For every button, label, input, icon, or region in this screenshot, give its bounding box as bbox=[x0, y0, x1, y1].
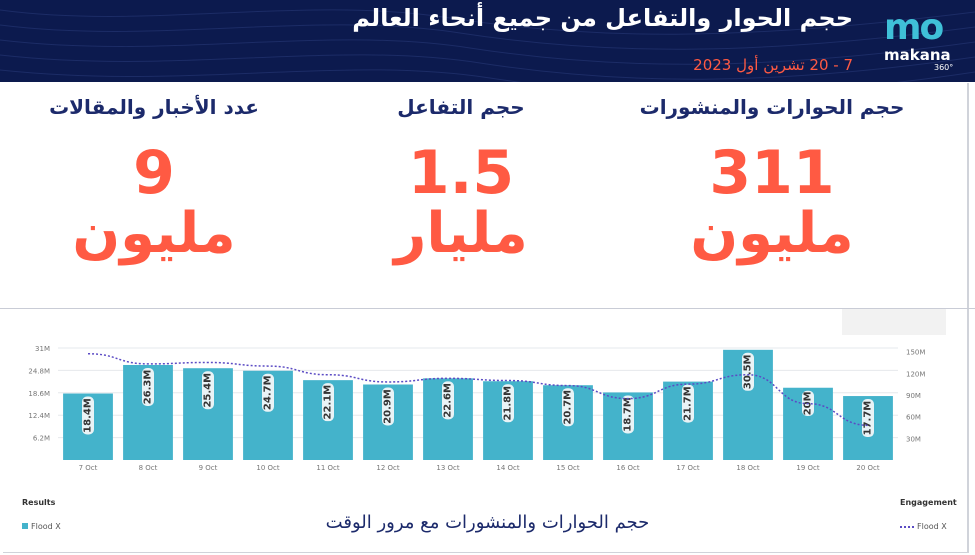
data-label-bg bbox=[862, 399, 874, 438]
kpi-title: حجم الحوارات والمنشورات bbox=[639, 95, 905, 119]
x-axis-tick: 20 Oct bbox=[856, 464, 879, 472]
kpi-conversations: حجم الحوارات والمنشورات 311 مليون bbox=[622, 92, 922, 264]
kpi-unit: مليون bbox=[690, 201, 854, 266]
header-background-pattern bbox=[0, 9, 975, 82]
chart-toolbar-placeholder bbox=[842, 309, 946, 335]
kpi-unit: مليار bbox=[394, 201, 528, 266]
left-axis-tick: 12.4M bbox=[28, 412, 50, 420]
right-axis-tick: 90M bbox=[906, 392, 921, 400]
date-range: 7 - 20 تشرين أول 2023 bbox=[693, 56, 853, 74]
legend-line-item[interactable]: Flood X bbox=[900, 522, 947, 531]
data-label: 20.7M bbox=[563, 390, 574, 425]
logo-name: makana bbox=[884, 46, 951, 64]
data-label-bg bbox=[502, 384, 514, 423]
data-label-bg bbox=[202, 371, 214, 410]
data-label: 20.9M bbox=[383, 389, 394, 424]
x-axis-tick: 10 Oct bbox=[256, 464, 279, 472]
chart-caption: حجم الحوارات والمنشورات مع مرور الوقت bbox=[325, 512, 650, 533]
x-axis-tick: 19 Oct bbox=[796, 464, 819, 472]
legend-right-title: Engagement bbox=[900, 498, 957, 507]
data-label: 26.3M bbox=[143, 370, 154, 405]
data-label: 24.7M bbox=[263, 375, 274, 410]
header-banner: حجم الحوار والتفاعل من جميع أنحاء العالم… bbox=[0, 0, 975, 82]
x-axis-tick: 11 Oct bbox=[316, 464, 339, 472]
data-label: 21.8M bbox=[503, 386, 514, 421]
data-label-bg bbox=[562, 388, 574, 427]
data-label-bg bbox=[322, 383, 334, 422]
kpi-news-articles: عدد الأخبار والمقالات 9 مليون bbox=[4, 92, 304, 264]
makana-logo: mo makana 360° bbox=[884, 10, 964, 76]
x-axis-tick: 7 Oct bbox=[79, 464, 98, 472]
x-axis-tick: 13 Oct bbox=[436, 464, 459, 472]
page-title: حجم الحوار والتفاعل من جميع أنحاء العالم bbox=[352, 4, 853, 32]
data-label-bg bbox=[382, 387, 394, 426]
kpi-engagement: حجم التفاعل 1.5 مليار bbox=[311, 92, 611, 264]
data-label-bg bbox=[142, 367, 154, 406]
bar-swatch-icon bbox=[22, 523, 28, 529]
logo-mark: mo bbox=[884, 7, 944, 48]
logo-sub: 360° bbox=[934, 63, 954, 72]
left-axis-tick: 31M bbox=[35, 345, 50, 353]
x-axis-tick: 17 Oct bbox=[676, 464, 699, 472]
data-label-bg bbox=[682, 384, 694, 423]
data-label-bg bbox=[262, 373, 274, 412]
kpi-title: عدد الأخبار والمقالات bbox=[49, 95, 259, 119]
data-label-bg bbox=[622, 395, 634, 434]
data-label: 17.7M bbox=[863, 401, 874, 436]
legend-bar-item[interactable]: Flood X bbox=[22, 522, 61, 531]
right-axis-tick: 60M bbox=[906, 414, 921, 422]
chart-container: 6.2M 12.4M 18.6M 24.8M 31M 30M 60M 90M 120M 150M 1… bbox=[0, 338, 975, 478]
section-divider bbox=[0, 308, 975, 309]
kpi-unit: مليون bbox=[72, 201, 236, 266]
kpi-value: 311 bbox=[709, 138, 835, 208]
kpi-value: 9 bbox=[133, 138, 175, 208]
volume-chart: 6.2M 12.4M 18.6M 24.8M 31M 30M 60M 90M 120M 150M 1… bbox=[28, 345, 925, 472]
x-axis-tick: 14 Oct bbox=[496, 464, 519, 472]
data-label: 25.4M bbox=[203, 373, 214, 408]
data-label: 18.4M bbox=[83, 398, 94, 433]
right-axis-tick: 150M bbox=[906, 349, 925, 357]
data-label-bg bbox=[442, 381, 454, 420]
right-axis-tick: 120M bbox=[906, 370, 925, 378]
left-axis-tick: 6.2M bbox=[33, 435, 50, 443]
x-axis-tick: 15 Oct bbox=[556, 464, 579, 472]
left-axis-tick: 18.6M bbox=[28, 390, 50, 398]
data-label: 18.7M bbox=[623, 397, 634, 432]
x-axis-tick: 8 Oct bbox=[139, 464, 158, 472]
content-frame bbox=[3, 83, 969, 553]
data-label: 22.6M bbox=[443, 383, 454, 418]
engagement-line bbox=[87, 353, 869, 427]
legend-left-title: Results bbox=[22, 498, 56, 507]
x-axis-tick: 16 Oct bbox=[616, 464, 639, 472]
left-axis-tick: 24.8M bbox=[28, 367, 50, 375]
x-axis-tick: 9 Oct bbox=[199, 464, 218, 472]
kpi-value: 1.5 bbox=[407, 138, 515, 208]
legend-bar-label: Flood X bbox=[31, 522, 61, 531]
data-label-bg bbox=[82, 396, 94, 435]
x-axis-tick: 12 Oct bbox=[376, 464, 399, 472]
data-label: 22.1M bbox=[323, 385, 334, 420]
data-label: 30.5M bbox=[743, 354, 754, 389]
data-label: 21.7M bbox=[683, 386, 694, 421]
line-swatch-icon bbox=[900, 525, 914, 528]
data-label-bg bbox=[742, 352, 754, 391]
x-axis-tick: 18 Oct bbox=[736, 464, 759, 472]
legend-line-label: Flood X bbox=[917, 522, 947, 531]
right-axis-tick: 30M bbox=[906, 435, 921, 443]
kpi-title: حجم التفاعل bbox=[397, 95, 525, 119]
